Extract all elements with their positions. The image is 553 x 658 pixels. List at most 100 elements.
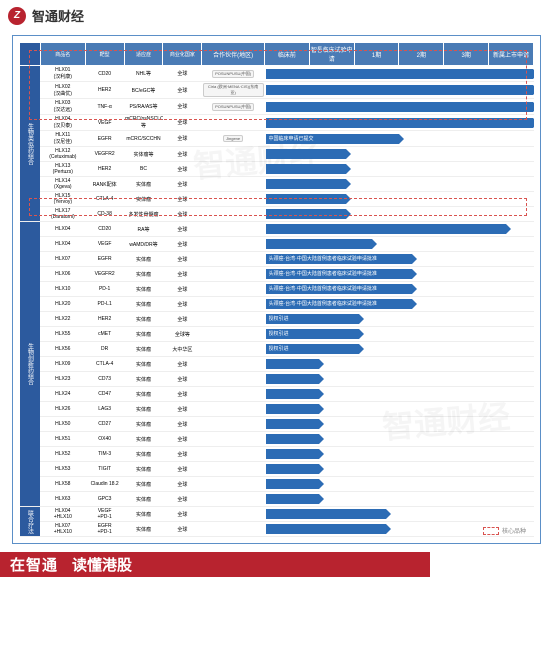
product-code: HLX11(汉尼佳) (40, 131, 85, 147)
product-code: HLX04(汉贝泰) (40, 115, 85, 131)
table-row: HLX07EGFR实体瘤全球头颈癌·台湾·中国大陆首例患者临床试验申请批准 (20, 252, 534, 267)
target-cell: EGFR (85, 252, 124, 267)
page-header: Z 智通财经 (0, 0, 553, 31)
partner-cell (202, 297, 265, 312)
indication-cell: 实体瘤 (124, 297, 163, 312)
product-code: HLX52 (40, 447, 85, 462)
indication-cell: PS/RA/AS等 (124, 99, 163, 115)
indication-cell: 实体瘤 (124, 372, 163, 387)
partner-cell (202, 477, 265, 492)
partner-cell (202, 327, 265, 342)
target-cell: VEGF+PD-1 (85, 507, 124, 522)
table-row: HLX09CTLA-4实体瘤全球 (20, 357, 534, 372)
partner-cell (202, 357, 265, 372)
table-row: HLX14(Xgeva)RANK配体实体瘤全球 (20, 177, 534, 192)
brand-logo-icon: Z (8, 7, 26, 25)
region-cell: 全球 (163, 115, 202, 131)
partner-cell: POSUNPUSU(中国) (202, 99, 265, 115)
target-cell: VEGFR2 (85, 267, 124, 282)
indication-cell: 实体瘤 (124, 282, 163, 297)
partner-cell (202, 312, 265, 327)
section-label: 生物类似药组合 (20, 66, 41, 222)
indication-cell: RA等 (124, 222, 163, 237)
region-cell: 全球 (163, 99, 202, 115)
stage-cell (265, 462, 534, 477)
partner-cell (202, 417, 265, 432)
table-row: HLX20PD-L1实体瘤全球头颈癌·台湾·中国大陆首例患者临床试验申请批准 (20, 297, 534, 312)
footer-text-b: 读懂港股 (72, 554, 132, 575)
target-cell: EGFR+PD-1 (85, 522, 124, 537)
col-header: 临床前 (265, 43, 310, 66)
product-code: HLX20 (40, 297, 85, 312)
table-row: HLX55cMET实体瘤全球等授权引进 (20, 327, 534, 342)
region-cell: 全球 (163, 267, 202, 282)
product-code: HLX12(Cetuximab) (40, 147, 85, 162)
partner-cell (202, 447, 265, 462)
indication-cell: 多发性骨髓瘤 (124, 207, 163, 222)
table-row: HLX23CD73实体瘤全球 (20, 372, 534, 387)
col-header: 1期 (354, 43, 399, 66)
region-cell: 全球 (163, 192, 202, 207)
table-row: 生物类似药组合HLX01(汉利康)CD20NHL等全球POSUNPUSU(中国) (20, 66, 534, 82)
table-row: HLX26LAG3实体瘤全球 (20, 402, 534, 417)
target-cell: TNF-α (85, 99, 124, 115)
indication-cell: 实体瘤 (124, 417, 163, 432)
stage-cell (265, 82, 534, 99)
partner-cell (202, 402, 265, 417)
indication-cell: wAMD/DR等 (124, 237, 163, 252)
stage-cell (265, 357, 534, 372)
product-code: HLX03(汉达远) (40, 99, 85, 115)
partner-cell (202, 492, 265, 507)
partner-cell (202, 177, 265, 192)
indication-cell: 实体瘤 (124, 312, 163, 327)
stage-cell (265, 492, 534, 507)
indication-cell: BC/eGC等 (124, 82, 163, 99)
stage-cell (265, 417, 534, 432)
table-row: HLX51OX40实体瘤全球 (20, 432, 534, 447)
stage-cell (265, 66, 534, 82)
product-code: HLX24 (40, 387, 85, 402)
target-cell: LAG3 (85, 402, 124, 417)
col-header: 合作伙伴(地区) (202, 43, 265, 66)
indication-cell: 实体瘤 (124, 477, 163, 492)
product-code: HLX07+HLX10 (40, 522, 85, 537)
stage-cell (265, 447, 534, 462)
stage-cell: 头颈癌·台湾·中国大陆首例患者临床试验申请批准 (265, 252, 534, 267)
region-cell: 全球 (163, 131, 202, 147)
stage-cell: 头颈癌·台湾·中国大陆首例患者临床试验申请批准 (265, 297, 534, 312)
stage-cell (265, 402, 534, 417)
target-cell: TIGIT (85, 462, 124, 477)
col-header: 商业化国家 (163, 43, 202, 66)
target-cell: EGFR (85, 131, 124, 147)
target-cell: HER2 (85, 162, 124, 177)
partner-cell (202, 207, 265, 222)
target-cell: OX40 (85, 432, 124, 447)
region-cell: 全球 (163, 177, 202, 192)
region-cell: 全球 (163, 162, 202, 177)
stage-cell: 头颈癌·台湾·中国大陆首例患者临床试验申请批准 (265, 267, 534, 282)
table-row: HLX13(Pertuzs)HER2BC全球 (20, 162, 534, 177)
stage-cell (265, 115, 534, 131)
region-cell: 全球 (163, 372, 202, 387)
stage-cell (265, 177, 534, 192)
region-cell: 全球 (163, 417, 202, 432)
table-row: HLX58Claudin 18.2实体瘤全球 (20, 477, 534, 492)
product-code: HLX53 (40, 462, 85, 477)
table-row: HLX50CD27实体瘤全球 (20, 417, 534, 432)
partner-cell (202, 162, 265, 177)
product-code: HLX07 (40, 252, 85, 267)
target-cell: cMET (85, 327, 124, 342)
col-header: 商品名 (40, 43, 85, 66)
pipeline-table: 商品名靶型适应症商业化国家合作伙伴(地区)临床前智통临床试验申请1期2期3期新属… (19, 42, 534, 537)
table-row: HLX15(Yervoy)CTLA-4实体瘤全球 (20, 192, 534, 207)
region-cell: 全球 (163, 507, 202, 522)
region-cell: 全球 (163, 312, 202, 327)
table-row: HLX63GPC3实体瘤全球 (20, 492, 534, 507)
section-label: 联合疗法 (20, 507, 41, 537)
legend: 核心品种 (483, 526, 526, 535)
indication-cell: 实体瘤 (124, 462, 163, 477)
table-row: HLX04(汉贝泰)VEGFmCRC/nsNSCLC等全球 (20, 115, 534, 131)
target-cell: CD27 (85, 417, 124, 432)
partner-cell (202, 387, 265, 402)
region-cell: 全球 (163, 492, 202, 507)
